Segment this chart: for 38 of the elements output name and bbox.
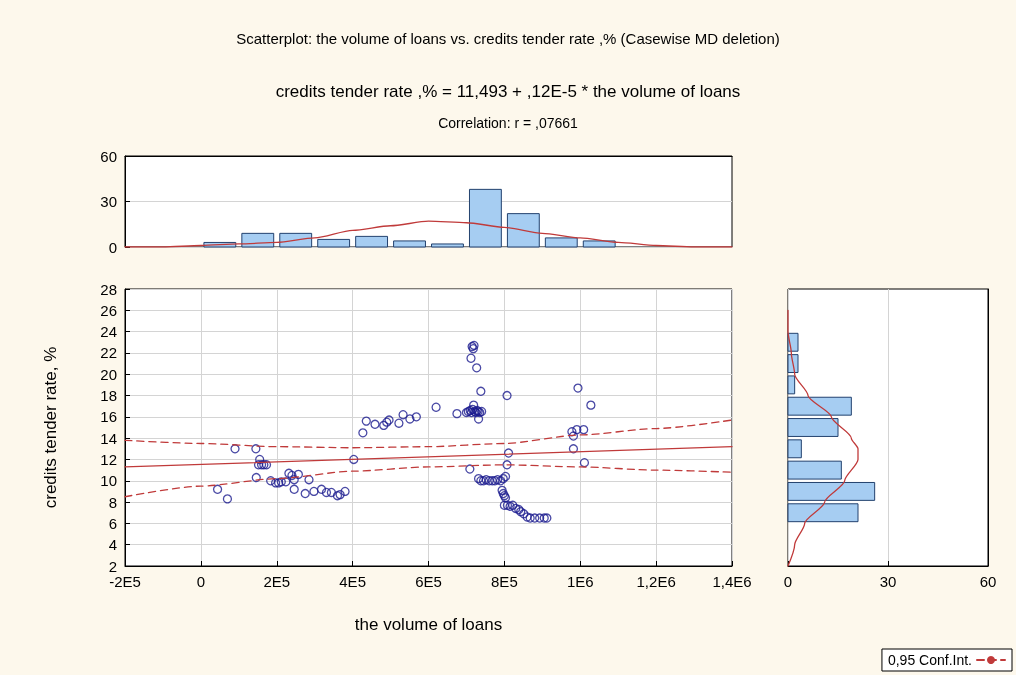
legend-label: 0,95 Conf.Int. [887, 652, 972, 668]
y-tick-label: 60 [100, 147, 117, 165]
y-tick-label: 28 [100, 280, 117, 298]
x-axis-title: the volume of loans [354, 615, 503, 634]
y-tick-label: 10 [100, 472, 117, 490]
x-tick-label: 4E5 [339, 573, 366, 590]
y-tick-label: 12 [100, 450, 117, 468]
x-tick-label: 60 [979, 573, 997, 590]
line-series [124, 464, 733, 498]
x-tick-label: 30 [879, 573, 897, 590]
x-tick-label: 1E6 [566, 573, 594, 590]
y-tick-label: 2 [108, 557, 117, 575]
y-tick-label: 20 [100, 365, 117, 383]
y-tick-label: 30 [100, 193, 117, 210]
x-tick-label: 0 [196, 573, 206, 590]
y-tick-label: 18 [100, 387, 117, 405]
x-tick-label: 2E5 [263, 573, 291, 590]
y-tick-label: 16 [100, 408, 117, 426]
line-series [124, 419, 733, 449]
x-tick-label: 8E5 [491, 573, 518, 590]
y-tick-label: 26 [100, 301, 117, 319]
y-tick-label: 14 [100, 429, 117, 447]
line-series [124, 220, 733, 248]
x-tick-label: -2E5 [109, 573, 141, 590]
x-tick-label: 6E5 [415, 573, 442, 590]
x-tick-label: 1,4E6 [712, 573, 752, 590]
y-tick-label: 22 [100, 344, 117, 362]
y-tick-label: 0 [108, 238, 117, 256]
x-tick-label: 0 [783, 573, 793, 590]
chart-subtitle: credits tender rate ,% = 11,493 + ,12E-5 * the volume of loans [275, 82, 741, 101]
y-tick-label: 4 [108, 536, 117, 554]
y-tick-label: 24 [100, 323, 117, 341]
y-tick-label: 8 [108, 493, 117, 511]
y-axis-title: credits tender rate, % [41, 346, 60, 509]
text: Correlation: r = ,07661 [438, 115, 579, 131]
chart-title: Scatterplot: the volume of loans vs. credits tender rate ,% (Casewise MD deletion) [236, 30, 780, 47]
x-tick-label: 1,2E6 [636, 573, 676, 590]
y-tick-label: 6 [108, 514, 117, 532]
